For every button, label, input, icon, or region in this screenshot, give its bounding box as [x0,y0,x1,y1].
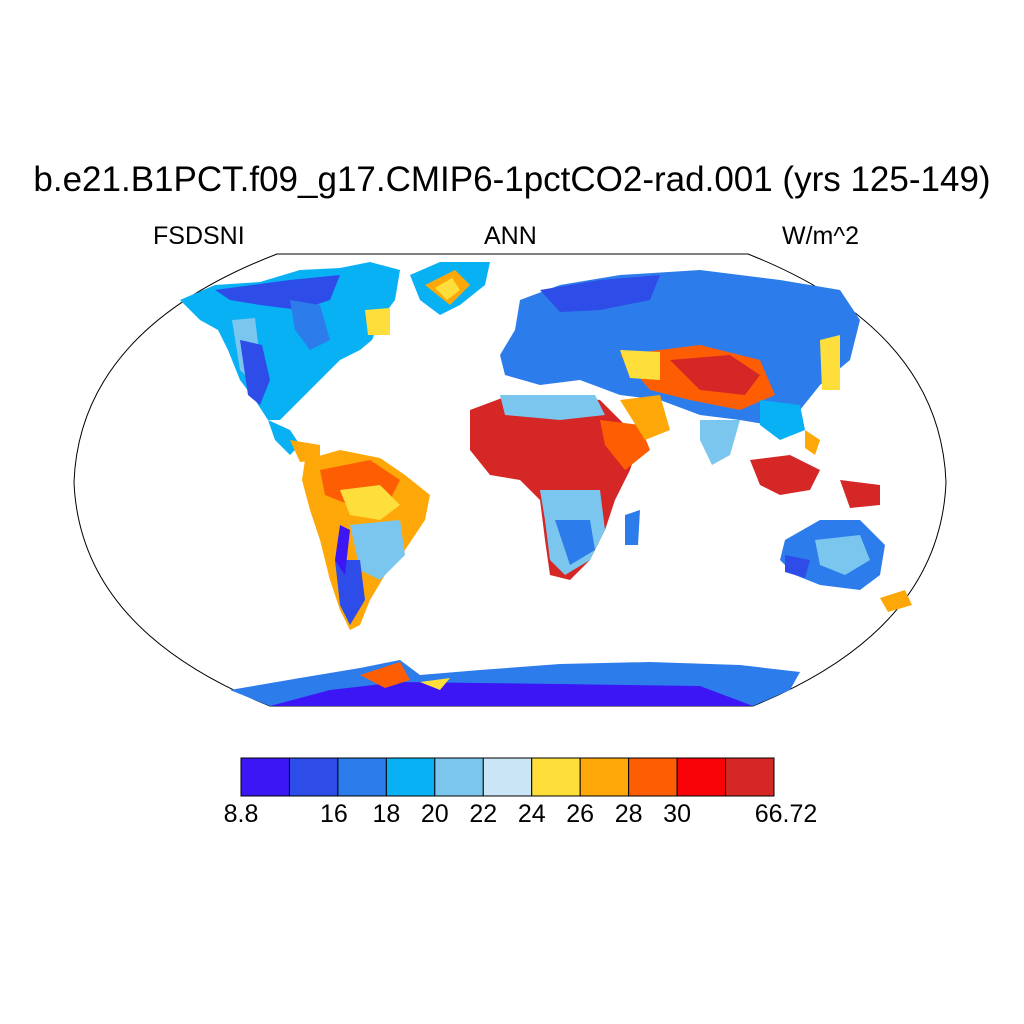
season-label: ANN [484,222,537,250]
north-america [180,262,400,462]
colorbar-box [385,757,436,797]
greenland [410,262,490,315]
colorbar-tick-label: 26 [566,800,595,828]
colorbar-tick-label: 24 [517,800,546,828]
units-label: W/m^2 [782,222,860,250]
plot-title: b.e21.B1PCT.f09_g17.CMIP6-1pctCO2-rad.00… [33,160,991,199]
antarctica [230,660,800,706]
australia [780,520,912,612]
colorbar-box [579,757,630,797]
colorbar-box [531,757,581,797]
africa [470,395,670,580]
colorbar-tick-label: 8.8 [223,800,259,828]
colorbar-tick-label: 16 [320,800,348,828]
variable-label: FSDSNI [153,222,245,250]
colorbar-tick-label: 28 [614,800,643,828]
colorbar-tick-label: 66.72 [754,800,818,828]
colorbar-box [628,757,678,797]
maritime-continent [750,430,880,508]
colorbar-box [676,757,727,797]
colorbar-tick-label: 20 [420,800,449,828]
colorbar-box [434,757,484,797]
south-america [302,450,430,630]
colorbar-tick-label: 30 [663,800,691,828]
colorbar-tick-label: 18 [372,800,401,828]
colorbar-box [725,757,775,797]
eurasia [500,270,860,465]
colorbar-box [288,757,339,797]
colorbar-box [240,757,290,797]
colorbar-box [482,757,533,797]
colorbar-tick-label: 22 [469,800,498,828]
colorbar-box [337,757,387,797]
